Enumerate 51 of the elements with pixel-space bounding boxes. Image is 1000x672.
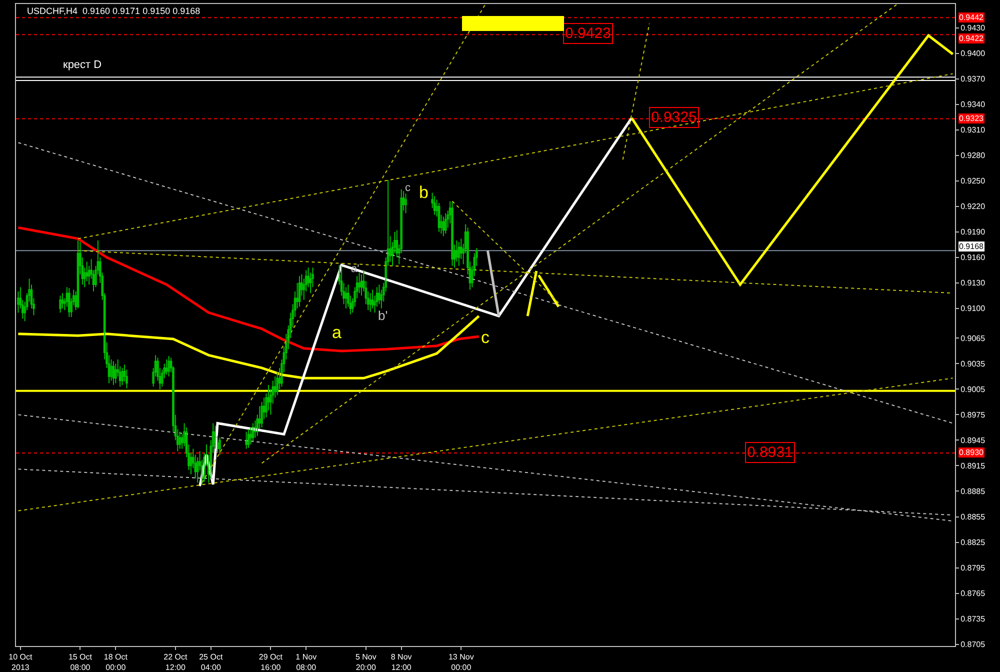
ref-line-label: 0.9168 bbox=[959, 242, 984, 251]
y-tick-label: 0.9400 bbox=[960, 49, 986, 58]
annotation: 0.9423 bbox=[565, 25, 611, 42]
annotation: c bbox=[481, 328, 490, 347]
y-tick-label: 0.8765 bbox=[960, 589, 986, 598]
y-tick-label: 0.9065 bbox=[960, 334, 986, 343]
annotation: крест D bbox=[63, 59, 102, 71]
y-tick-label: 0.8795 bbox=[960, 564, 986, 573]
y-tick-label: 0.9005 bbox=[960, 385, 986, 394]
annotation: a bbox=[332, 323, 342, 342]
x-tick-label: 10 Oct 2013 bbox=[8, 652, 33, 672]
y-tick-label: 0.8885 bbox=[960, 487, 986, 496]
y-tick-label: 0.9250 bbox=[960, 176, 986, 186]
ref-line-label: 0.9442 bbox=[959, 13, 984, 22]
annotation: 0.8931 bbox=[747, 444, 793, 461]
annotation: a' bbox=[351, 263, 360, 275]
chart-title: USDCHF,H4 0.9160 0.9171 0.9150 0.9168 bbox=[27, 6, 200, 16]
y-tick-label: 0.8825 bbox=[960, 538, 986, 548]
y-tick-label: 0.8735 bbox=[960, 614, 986, 624]
y-tick-label: 0.9280 bbox=[960, 151, 986, 160]
x-tick-label: 25 Oct 04:00 bbox=[199, 652, 224, 672]
ref-line-label: 0.8930 bbox=[959, 448, 984, 457]
y-tick-label: 0.8975 bbox=[960, 410, 986, 420]
y-tick-label: 0.9035 bbox=[960, 359, 986, 368]
x-tick-label: 15 Oct 08:00 bbox=[68, 652, 93, 672]
y-tick-label: 0.9430 bbox=[960, 24, 986, 33]
x-tick-label: 1 Nov 08:00 bbox=[296, 652, 317, 672]
annotation: 0.9325 bbox=[651, 109, 697, 126]
y-tick-label: 0.8915 bbox=[960, 462, 986, 471]
y-tick-label: 0.9220 bbox=[960, 202, 986, 212]
y-tick-label: 0.9310 bbox=[960, 126, 986, 135]
annotation: c bbox=[405, 182, 411, 194]
x-tick-label: 22 Oct 12:00 bbox=[164, 652, 188, 672]
y-tick-label: 0.8855 bbox=[960, 512, 986, 522]
y-tick-label: 0.9160 bbox=[960, 253, 986, 262]
annotation: b' bbox=[378, 308, 388, 323]
ref-line-label: 0.9422 bbox=[959, 34, 984, 43]
y-tick-label: 0.9100 bbox=[960, 304, 986, 314]
x-tick-label: 13 Nov 00:00 bbox=[448, 652, 474, 672]
x-tick-label: 29 Oct 16:00 bbox=[258, 652, 284, 672]
x-tick-label: 8 Nov 12:00 bbox=[390, 652, 412, 672]
ref-line-label: 0.9323 bbox=[959, 114, 984, 123]
y-tick-label: 0.9190 bbox=[960, 228, 986, 237]
y-tick-label: 0.8705 bbox=[960, 640, 986, 650]
x-tick-label: 18 Oct 00:00 bbox=[104, 652, 128, 672]
y-tick-label: 0.9340 bbox=[960, 100, 986, 110]
annotation: b bbox=[419, 183, 428, 202]
x-tick-label: 5 Nov 20:00 bbox=[355, 652, 376, 672]
y-tick-label: 0.9130 bbox=[960, 278, 986, 288]
y-tick-label: 0.8945 bbox=[960, 436, 986, 446]
y-tick-label: 0.9370 bbox=[960, 74, 986, 84]
